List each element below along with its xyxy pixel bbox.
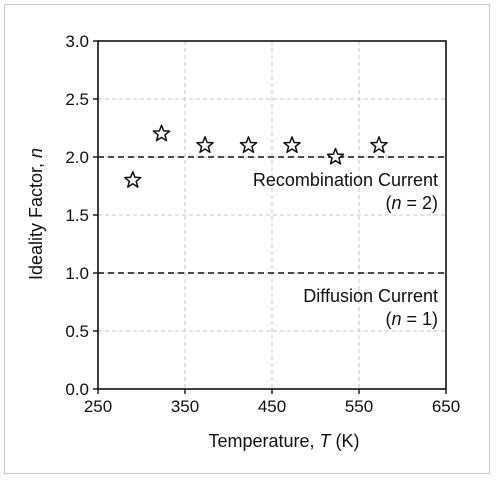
- x-tick-label: 250: [84, 397, 112, 416]
- x-axis-ticks: 250 350 450 550 650: [84, 389, 460, 416]
- y-tick-label: 3.0: [65, 32, 89, 51]
- data-point-star: [196, 136, 214, 154]
- y-tick-label: 0.0: [65, 380, 89, 399]
- data-point-star: [370, 136, 388, 154]
- y-tick-label: 0.5: [65, 322, 89, 341]
- data-points: [123, 124, 388, 188]
- y-axis-label: Ideality Factor, n: [26, 148, 46, 280]
- x-tick-label: 650: [432, 397, 460, 416]
- data-point-star: [326, 147, 345, 165]
- y-tick-label: 2.0: [65, 148, 89, 167]
- reference-lines: [98, 156, 446, 274]
- y-tick-label: 1.5: [65, 206, 89, 225]
- x-tick-label: 350: [171, 397, 199, 416]
- reference-line-label: Recombination Current: [253, 170, 438, 190]
- reference-line-label: Diffusion Current: [303, 286, 438, 306]
- data-point-star: [283, 136, 301, 154]
- x-tick-label: 450: [258, 397, 286, 416]
- grid-lines: [97, 40, 447, 390]
- data-point-star: [239, 136, 258, 154]
- data-point-star: [152, 124, 171, 142]
- x-axis-label: Temperature, T (K): [208, 431, 359, 451]
- x-tick-label: 550: [345, 397, 373, 416]
- y-tick-label: 2.5: [65, 90, 89, 109]
- annotations: Recombination Current (n = 2) Diffusion Cu…: [253, 170, 438, 329]
- y-tick-label: 1.0: [65, 264, 89, 283]
- reference-line-sublabel: (n = 1): [385, 309, 438, 329]
- y-axis-ticks: 0.0 0.5 1.0 1.5 2.0 2.5 3.0: [65, 32, 98, 399]
- reference-line-sublabel: (n = 2): [385, 193, 438, 213]
- figure-frame: [4, 4, 490, 474]
- data-point-star: [123, 170, 142, 188]
